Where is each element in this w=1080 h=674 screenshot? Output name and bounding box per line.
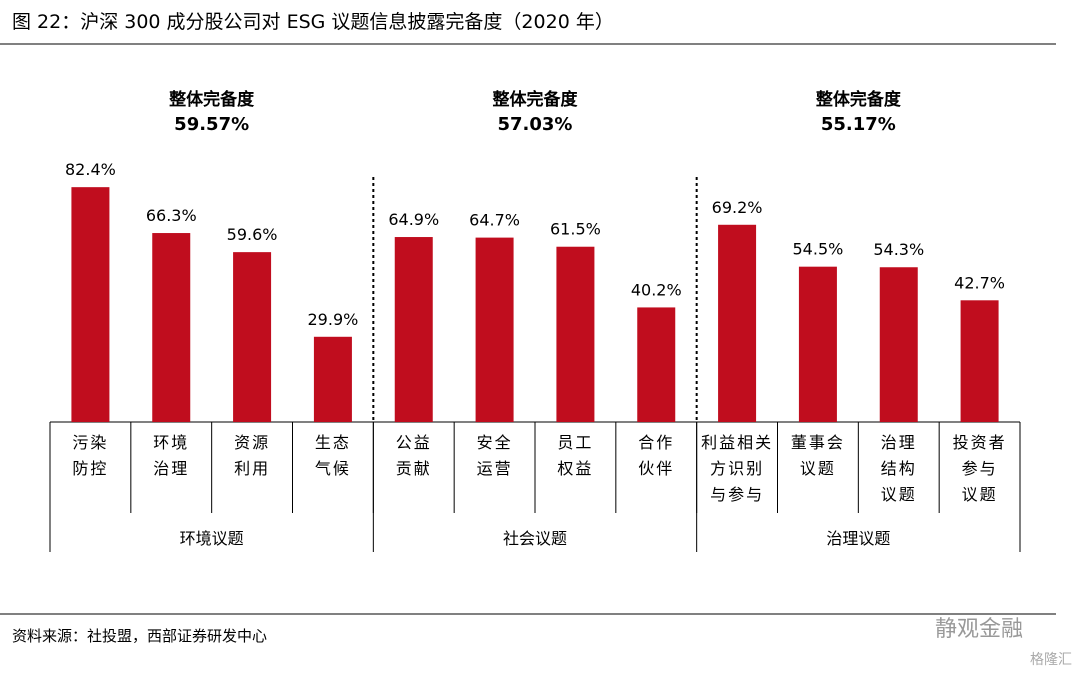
- value-label: 40.2%: [631, 280, 682, 299]
- value-label: 69.2%: [712, 198, 763, 217]
- category-label: 利益相关 方识别 与参与: [701, 433, 774, 504]
- category-label: 公益 贡献: [395, 433, 432, 478]
- bar: [233, 252, 272, 422]
- bar: [152, 233, 191, 422]
- category-label: 环境 治理: [153, 433, 190, 478]
- group-label: 环境议题: [180, 529, 244, 548]
- bar: [394, 237, 433, 422]
- value-label: 64.7%: [469, 211, 520, 230]
- value-label: 42.7%: [954, 273, 1005, 292]
- source: 资料来源：社投盟，西部证券研发中心: [12, 627, 267, 645]
- chart-title: 图 22：沪深 300 成分股公司对 ESG 议题信息披露完备度（2020 年）: [12, 11, 614, 33]
- bar: [879, 267, 918, 422]
- category-label: 资源 利用: [234, 433, 271, 478]
- value-label: 61.5%: [550, 220, 601, 239]
- value-label: 54.3%: [873, 240, 924, 259]
- value-label: 54.5%: [793, 240, 844, 259]
- bar: [798, 266, 837, 422]
- value-label: 29.9%: [308, 310, 359, 329]
- category-label: 员工 权益: [557, 433, 594, 478]
- value-label: 59.6%: [227, 225, 278, 244]
- group-label: 社会议题: [503, 529, 567, 548]
- watermark: 格隆汇: [1030, 652, 1072, 668]
- category-label: 污染 防控: [72, 433, 109, 478]
- value-label: 82.4%: [65, 160, 116, 179]
- category-label: 安全 运营: [476, 433, 513, 478]
- bar: [475, 237, 514, 422]
- summary-title: 整体完备度: [816, 89, 902, 110]
- bar: [556, 246, 595, 422]
- bar: [71, 187, 110, 422]
- summary-value: 59.57%: [174, 114, 249, 135]
- bar: [960, 300, 999, 422]
- category-label: 董事会 议题: [790, 433, 845, 478]
- category-label: 治理 结构 议题: [880, 433, 917, 504]
- bar: [637, 307, 676, 422]
- summary-value: 57.03%: [498, 114, 573, 135]
- bar: [313, 336, 352, 422]
- value-label: 66.3%: [146, 206, 197, 225]
- group-label: 治理议题: [826, 529, 890, 548]
- summary-title: 整体完备度: [493, 89, 579, 110]
- category-label: 合作 伙伴: [638, 433, 675, 478]
- watermark: 静观金融: [935, 617, 1023, 642]
- bar: [718, 224, 757, 422]
- summary-value: 55.17%: [821, 114, 896, 135]
- summary-title: 整体完备度: [169, 89, 255, 110]
- value-label: 64.9%: [388, 210, 439, 229]
- category-label: 投资者 参与 议题: [952, 433, 1007, 504]
- category-label: 生态 气候: [314, 433, 351, 478]
